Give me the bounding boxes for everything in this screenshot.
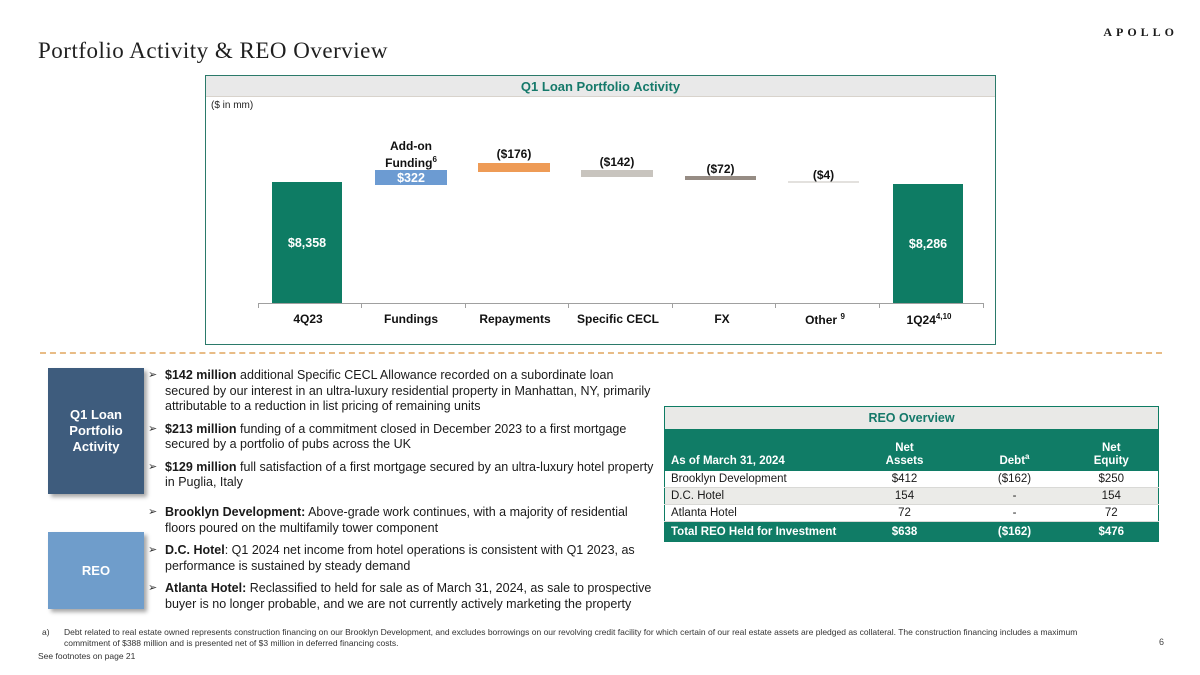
chart-units-note: ($ in mm) [211,100,254,111]
footnote-marker: a) [42,627,50,637]
bar-other [788,181,859,183]
table-row: Atlanta Hotel 72 - 72 [664,504,1159,522]
bar-fx [685,176,756,180]
axis-tick [879,303,880,308]
cat-label-fundings: Fundings [384,312,438,326]
label-specific-cecl-value: ($142) [599,155,635,169]
bullet-item: ➢ Atlanta Hotel: Reclassified to held fo… [148,581,652,611]
bullet-item: ➢ $129 million full satisfaction of a fi… [148,459,654,490]
page-title: Portfolio Activity & REO Overview [38,38,388,63]
bar-4q23-value: $8,358 [287,235,327,250]
bullet-item: ➢ D.C. Hotel: Q1 2024 net income from ho… [148,543,635,573]
header-net-equity: Net Equity [1064,429,1159,471]
axis-tick [983,303,984,308]
table-title-row: REO Overview [664,406,1159,430]
bullet-item: ➢ $142 million additional Specific CECL … [148,368,651,413]
arrow-bullet-icon: ➢ [148,582,158,594]
axis-tick [361,303,362,308]
arrow-bullet-icon: ➢ [148,422,158,435]
bar-1q24-value: $8,286 [908,236,948,251]
axis-tick [258,303,259,308]
axis-tick [775,303,776,308]
loan-activity-section-box: Q1 Loan Portfolio Activity [48,368,144,494]
cat-label-1q24: 1Q244,10 [906,312,952,327]
cat-label-other: Other 9 [805,312,845,327]
addon-funding-annotation: Add-on Funding6 [385,139,437,170]
apollo-logo: APOLLO [1103,25,1178,39]
table-row: Brooklyn Development $412 ($162) $250 [664,470,1159,488]
table-title: REO Overview [664,406,1159,430]
footnote-text: Debt related to real estate owned repres… [64,627,1078,648]
bar-repayments [478,163,550,172]
header-as-of-date: As of March 31, 2024 [664,429,845,471]
bar-fundings-value: $322 [397,170,425,185]
axis-tick [568,303,569,308]
dashed-divider [40,352,1162,354]
reo-section-box: REO [48,532,144,609]
arrow-bullet-icon: ➢ [148,506,158,518]
bar-4q23: $8,358 [272,182,342,303]
reo-bullets: ➢ Brooklyn Development: Above-grade work… [148,505,660,612]
arrow-bullet-icon: ➢ [148,460,158,473]
arrow-bullet-icon: ➢ [148,369,158,381]
axis-tick [465,303,466,308]
page-number: 6 [1158,637,1164,647]
bar-specific-cecl [581,170,653,177]
see-footnotes-note: See footnotes on page 21 [38,651,136,661]
reo-overview-table: REO Overview As of March 31, 2024 Net As… [664,406,1160,542]
bar-fundings: $322 [375,170,447,185]
bullet-item: ➢ Brooklyn Development: Above-grade work… [148,505,628,535]
loan-activity-bullets: ➢ $142 million additional Specific CECL … [148,368,660,491]
cat-label-fx: FX [714,312,730,326]
arrow-bullet-icon: ➢ [148,544,158,556]
table-total-row: Total REO Held for Investment $638 ($162… [664,521,1159,542]
label-repayments-value: ($176) [496,147,532,161]
axis-tick [672,303,673,308]
label-fx-value: ($72) [706,162,735,176]
bar-1q24: $8,286 [893,184,963,303]
table-header-row: As of March 31, 2024 Net Assets Debta Ne… [664,429,1159,471]
x-axis [258,303,984,304]
cat-label-repayments: Repayments [479,312,551,326]
header-net-assets: Net Assets [844,429,965,471]
label-other-value: ($4) [812,168,835,182]
header-debt: Debta [964,429,1065,471]
chart-title: Q1 Loan Portfolio Activity [206,76,995,97]
bullet-item: ➢ $213 million funding of a commitment c… [148,421,627,452]
table-row: D.C. Hotel 154 - 154 [664,487,1159,505]
cat-label-4q23: 4Q23 [293,312,323,326]
cat-label-specific-cecl: Specific CECL [576,312,660,326]
loan-activity-chart-panel: Q1 Loan Portfolio Activity ($ in mm) $8,… [205,75,996,345]
